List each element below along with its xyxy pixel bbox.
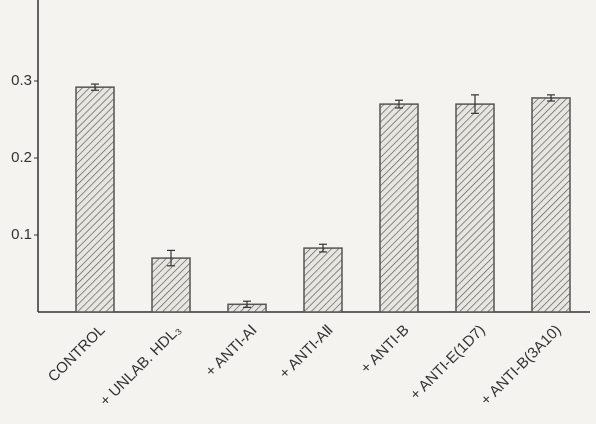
error-bar [471,94,479,114]
error-bar [243,300,251,308]
x-tick-label: + ANTI-E(1D7) [407,322,489,404]
x-tick-label: + UNLAB. HDL₃ [97,322,185,410]
error-bar [395,99,403,109]
bar [455,103,495,313]
y-tick-label: 0.2 [11,149,32,166]
error-bar [167,249,175,267]
error-bar [91,83,99,91]
bar [151,257,191,313]
bar [303,247,343,313]
bar [75,86,115,313]
x-tick-label: + ANTI-AⅠ [202,322,260,380]
error-bar [319,243,327,253]
bar [379,103,419,313]
error-bar [547,94,555,102]
x-tick-label: + ANTI-B [357,322,412,377]
y-tick-label: 0.1 [11,226,32,243]
x-tick-label: + ANTI-AⅡ [276,322,337,383]
y-tick-label: 0.3 [11,72,32,89]
bar [531,97,571,313]
x-tick-label: + ANTI-B(3A10) [477,322,564,409]
x-tick-label: CONTROL [45,322,109,386]
